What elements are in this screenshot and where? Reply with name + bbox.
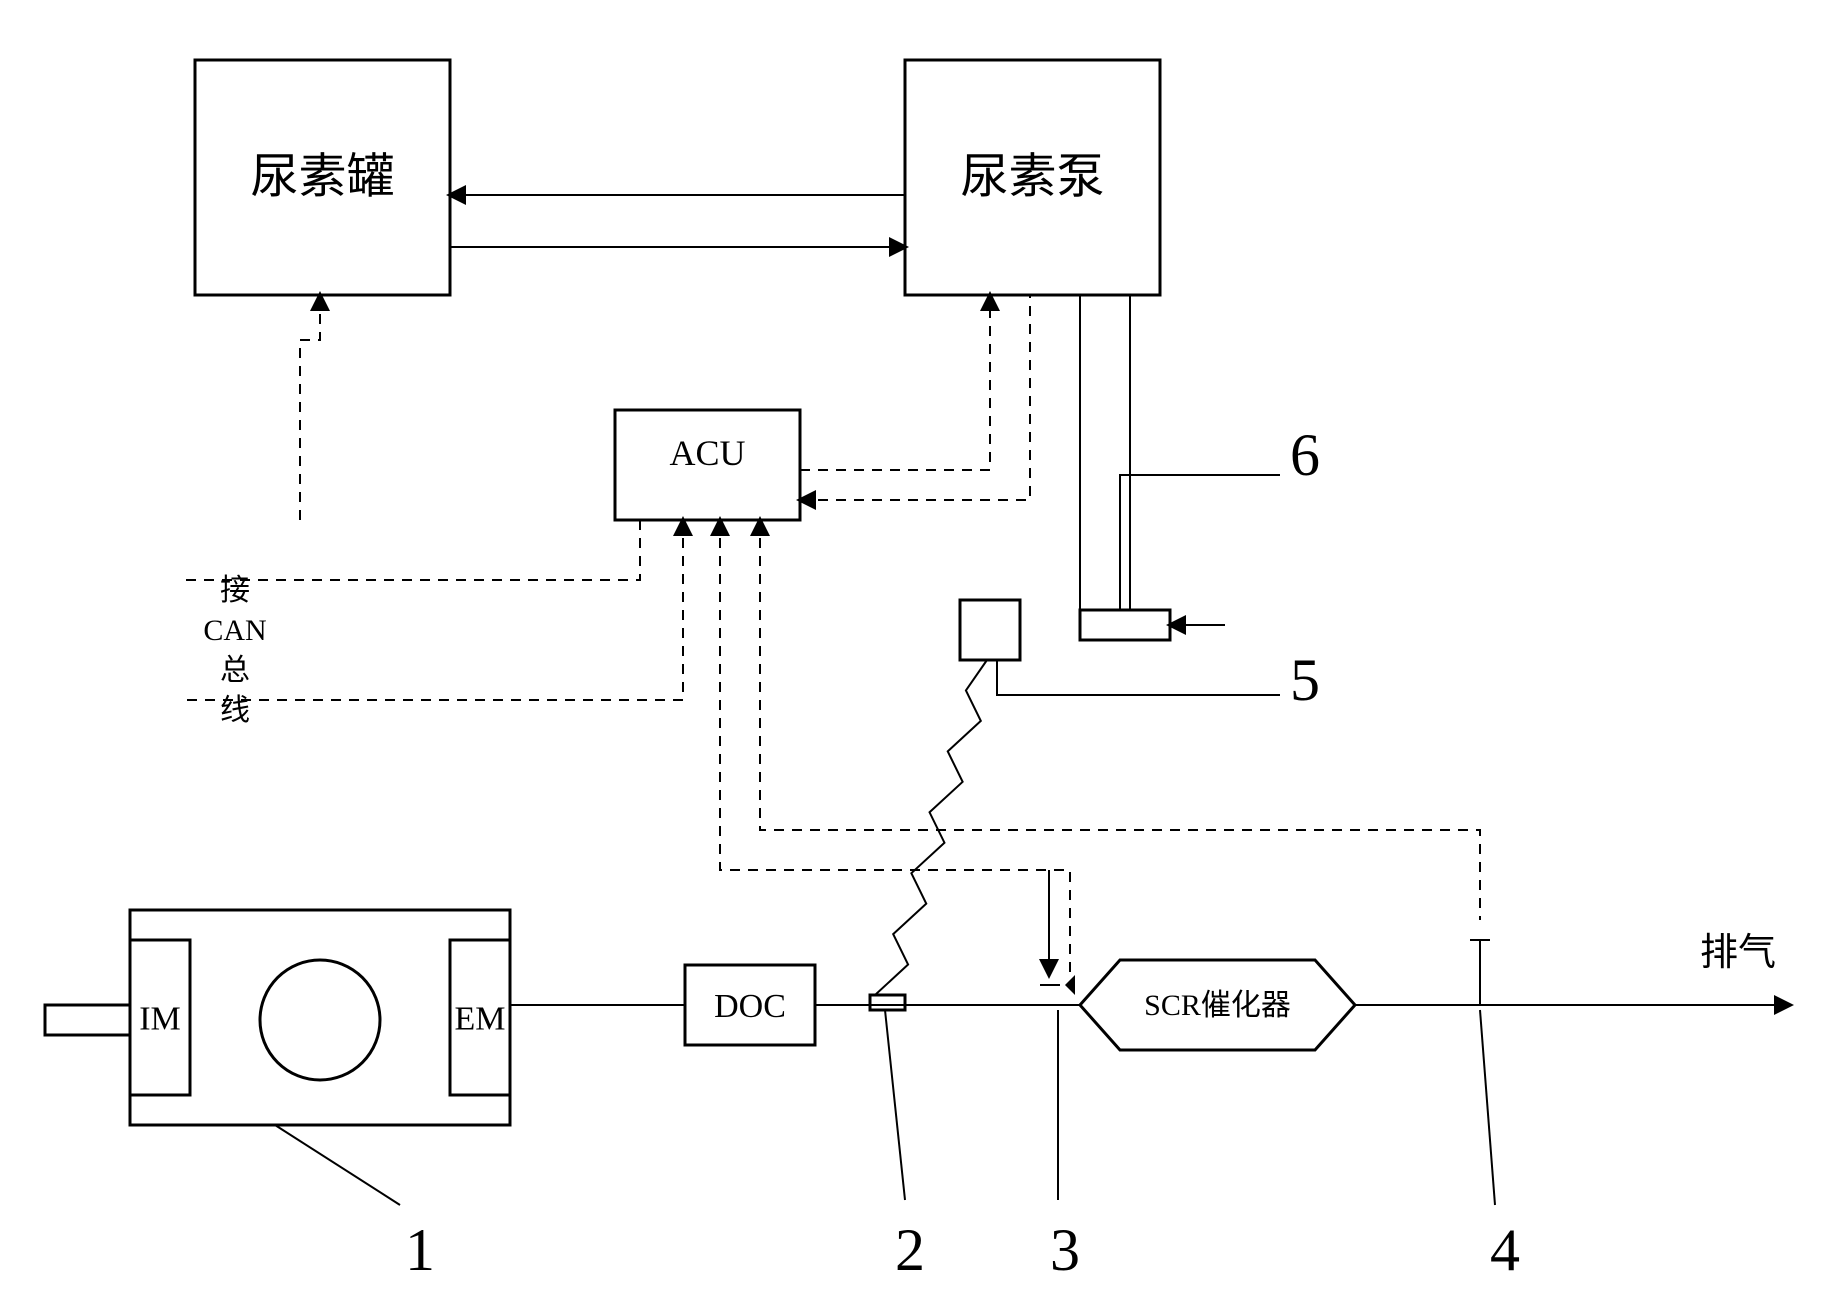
engine-circle-icon [260,960,380,1080]
edge-19 [275,1125,400,1205]
scr-system-diagram: 尿素罐 尿素泵 ACU IM EM DOC SCR催化器 接 CAN 总线排气 1 2 3 4 5 6 [0,0,1829,1307]
scr-label: SCR催化器 [1144,989,1291,1022]
edge-2 [300,295,320,520]
can-bus-label-0: 接 [220,574,250,607]
nozzle [960,600,1020,660]
edge-22 [1480,1010,1495,1205]
doc-label: DOC [714,988,786,1025]
can-bus-label-1: CAN [203,614,266,647]
engine [130,910,510,1125]
air-valve [1080,610,1170,640]
temp-sensor [870,995,905,1010]
edge-4 [800,295,990,470]
edge-11 [185,520,683,700]
callout-6: 6 [1290,422,1320,488]
edge-20 [885,1010,905,1200]
callout-1: 1 [405,1217,435,1283]
im-label: IM [139,1001,181,1038]
can-bus-label-3: 线 [220,694,250,727]
urea-tank-label: 尿素罐 [250,151,394,204]
thermocouple-wire [875,660,987,995]
callout-3: 3 [1050,1217,1080,1283]
callout-2: 2 [895,1217,925,1283]
em-label: EM [455,1001,506,1038]
callout-4: 4 [1490,1217,1520,1283]
edge-10 [997,660,1280,695]
edge-12 [720,520,1070,975]
edge-3 [185,520,640,580]
callout-5: 5 [1290,647,1320,713]
edge-9 [1120,475,1280,610]
acu-label: ACU [669,433,745,473]
intake-pipe [45,1005,130,1035]
can-bus-label-2: 总 [220,654,250,687]
exhaust-label: 排气 [1700,932,1776,974]
urea-pump-label: 尿素泵 [960,151,1104,204]
